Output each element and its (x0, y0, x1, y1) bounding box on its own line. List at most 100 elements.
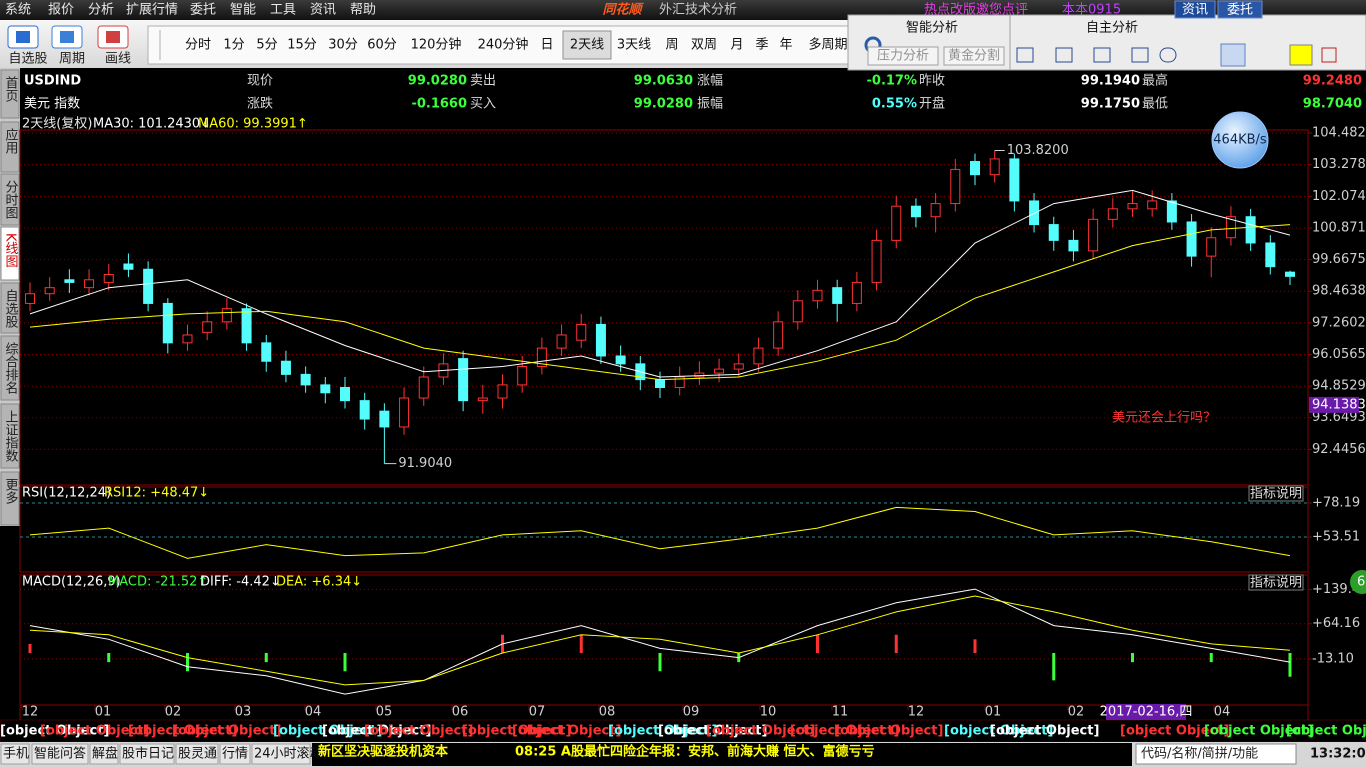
candle-body (674, 376, 685, 389)
side-tab-label[interactable]: K线图 (3, 233, 19, 268)
top-button[interactable] (1217, 0, 1263, 19)
toolbar-icon-glyph[interactable] (16, 31, 30, 43)
bottom-button[interactable] (251, 743, 311, 765)
period-button[interactable]: 分时 (185, 38, 211, 53)
bottom-button[interactable] (89, 743, 119, 765)
color-swatch[interactable] (1289, 44, 1313, 66)
period-button[interactable]: 240分钟 (478, 37, 529, 53)
period-button[interactable]: 周 (665, 38, 678, 53)
side-tab-label[interactable]: 综合排名 (3, 342, 19, 394)
bottom-button-label[interactable]: 股灵通 (178, 747, 217, 762)
period-button[interactable]: 15分 (287, 38, 317, 53)
side-tab[interactable] (0, 226, 20, 281)
y-tick-label: 104.4820 (1312, 126, 1366, 141)
side-tab-label[interactable]: 应用 (3, 127, 19, 155)
side-tab[interactable] (0, 403, 20, 469)
toolbar-label[interactable]: 自选股 (8, 52, 47, 67)
status-item: [object Object] (0, 724, 109, 739)
rsi-line (29, 506, 1291, 559)
period-button[interactable]: 月 (730, 38, 743, 53)
side-tab-label[interactable]: 自选股 (3, 289, 19, 329)
bottom-button[interactable] (31, 743, 89, 765)
period-button[interactable]: 2天线 (570, 38, 604, 53)
macd-bar (107, 653, 111, 663)
toolbar-icon-glyph[interactable] (106, 31, 120, 43)
period-button[interactable]: 5分 (256, 38, 277, 53)
period-button[interactable]: 60分 (367, 38, 397, 53)
side-tab[interactable] (0, 335, 20, 401)
period-button[interactable]: 30分 (328, 38, 358, 53)
top-button[interactable] (1174, 0, 1216, 19)
draw-tool[interactable] (1016, 47, 1034, 63)
active-period-bg[interactable] (562, 30, 612, 60)
period-button[interactable]: 1分 (223, 38, 244, 53)
panel-button[interactable] (943, 46, 1005, 66)
bottom-button[interactable] (0, 743, 30, 765)
period-button[interactable]: 双周 (691, 38, 717, 53)
top-button-label[interactable]: 委托 (1227, 3, 1253, 18)
period-button[interactable]: 年 (779, 38, 792, 53)
bottom-button[interactable] (175, 743, 219, 765)
panel-button[interactable] (867, 46, 939, 66)
side-tab-label[interactable]: 首页 (3, 76, 19, 102)
panel-button-label[interactable]: 压力分析 (877, 49, 929, 64)
x-tick-label: 07 (529, 705, 546, 720)
top-button-label[interactable]: 资讯 (1182, 3, 1208, 18)
menu-item[interactable]: 扩展行情 (126, 3, 178, 18)
bottom-button[interactable] (219, 743, 251, 765)
ticker-item[interactable]: 08:25 A股最忙四险企年报：安邦、前海大赚 恒大、富德亏亏 (515, 744, 875, 760)
bottom-button-label[interactable]: 手机 (3, 747, 29, 762)
toolbar-label[interactable]: 周期 (59, 52, 85, 67)
side-tab[interactable] (0, 282, 20, 334)
menu-item[interactable]: 分析 (88, 3, 114, 18)
bottom-button-label[interactable]: 行情 (222, 747, 248, 762)
side-tab-label[interactable]: 分时图 (3, 180, 19, 219)
bottom-button[interactable] (119, 743, 175, 765)
draw-tool[interactable] (1321, 47, 1337, 63)
top-link[interactable]: 本本0915 (1062, 3, 1121, 18)
draw-tool[interactable] (1093, 47, 1111, 63)
menu-item[interactable]: 报价 (48, 3, 74, 18)
ma60-label: MA60: 99.3991↑ (198, 117, 308, 132)
side-tab-label[interactable]: 更多 (3, 478, 19, 504)
side-tab[interactable] (0, 471, 20, 526)
toolbar-label[interactable]: 画线 (105, 52, 131, 67)
menu-item[interactable]: 资讯 (310, 3, 336, 18)
panel-button-label[interactable]: 黄金分割 (948, 48, 1000, 64)
note-button[interactable] (1248, 485, 1304, 502)
period-button[interactable]: 3天线 (617, 38, 651, 53)
note-button[interactable] (1248, 574, 1304, 591)
candle-body (773, 321, 784, 349)
side-tab[interactable] (0, 121, 20, 173)
bottom-button-label[interactable]: 股市日记 (122, 746, 174, 762)
draw-tool-active[interactable] (1220, 43, 1246, 67)
top-link[interactable]: 热点改版邀您点评 (924, 2, 1028, 18)
search-placeholder[interactable]: 代码/名称/简拼/功能 (1141, 746, 1258, 762)
menu-item[interactable]: 帮助 (350, 3, 376, 18)
draw-tool[interactable] (1159, 47, 1177, 63)
side-tab[interactable] (0, 69, 20, 119)
note-label[interactable]: 指标说明 (1250, 576, 1302, 591)
bottom-button-label[interactable]: 智能问答 (34, 746, 86, 762)
dea-value: DEA: +6.34↓ (276, 575, 362, 590)
bottom-button-label[interactable]: 24小时滚动 (254, 746, 323, 762)
menu-item[interactable]: 智能 (230, 3, 256, 18)
side-tab-label[interactable]: 上证指数 (3, 410, 19, 462)
menu-item[interactable]: 系统 (5, 3, 31, 18)
period-button[interactable]: 多周期 (808, 37, 847, 53)
period-button[interactable]: 日 (540, 38, 553, 53)
menu-item[interactable]: 工具 (270, 3, 296, 18)
side-tab[interactable] (0, 173, 20, 226)
badge (1350, 570, 1366, 594)
toolbar-icon-glyph[interactable] (60, 31, 74, 43)
ticker-item[interactable]: 新区坚决驱逐投机资本 (318, 744, 448, 760)
draw-tool[interactable] (1131, 47, 1149, 63)
period-button[interactable]: 120分钟 (411, 37, 462, 53)
note-label[interactable]: 指标说明 (1250, 487, 1302, 502)
candle-body (655, 379, 665, 389)
draw-tool[interactable] (1055, 47, 1073, 63)
menu-item[interactable]: 委托 (190, 3, 216, 18)
search-box[interactable] (1135, 743, 1297, 765)
period-button[interactable]: 季 (755, 38, 768, 53)
bottom-button-label[interactable]: 解盘 (92, 746, 118, 762)
